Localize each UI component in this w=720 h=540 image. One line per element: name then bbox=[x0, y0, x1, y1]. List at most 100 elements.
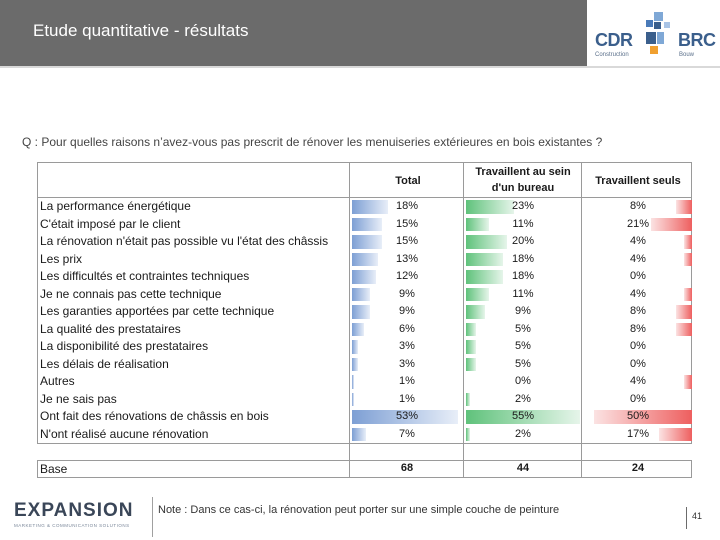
logo-cdr-text: CDR bbox=[595, 30, 633, 50]
cell-seuls: 8% bbox=[583, 198, 693, 216]
value-bureau: 0% bbox=[515, 375, 531, 387]
value-bureau: 9% bbox=[515, 305, 531, 317]
row-label: Les délais de réalisation bbox=[40, 356, 169, 371]
value-bureau: 55% bbox=[511, 410, 535, 422]
value-total: 9% bbox=[399, 305, 415, 317]
row-label: Les garanties apportées par cette techni… bbox=[40, 304, 275, 318]
bar-seuls bbox=[684, 235, 692, 249]
cell-bureau: 23% bbox=[465, 198, 581, 216]
value-total: 1% bbox=[399, 375, 415, 387]
bar-total bbox=[352, 357, 358, 371]
page-number-divider bbox=[686, 507, 687, 529]
column-divider bbox=[349, 162, 350, 478]
row-label: C'était imposé par le client bbox=[40, 216, 181, 231]
bar-total bbox=[352, 287, 370, 301]
cell-bureau: 2% bbox=[465, 391, 581, 409]
column-divider bbox=[463, 162, 464, 478]
value-bureau: 5% bbox=[515, 322, 531, 335]
header-bar: Etude quantitative - résultats bbox=[0, 0, 587, 66]
cell-total: 6% bbox=[351, 321, 463, 339]
bar-seuls bbox=[684, 252, 692, 266]
base-row: Base 68 44 24 bbox=[37, 460, 692, 478]
bar-total bbox=[352, 427, 366, 441]
cell-total: 12% bbox=[351, 268, 463, 286]
bar-bureau bbox=[466, 287, 489, 301]
value-total: 12% bbox=[395, 270, 419, 282]
value-total: 6% bbox=[399, 322, 415, 335]
row-label: Autres bbox=[40, 374, 75, 388]
row-label: N'ont réalisé aucune rénovation bbox=[40, 426, 209, 441]
table-row: Les prix 13% 18% 4% bbox=[38, 251, 693, 269]
value-total: 18% bbox=[395, 200, 419, 212]
value-total: 3% bbox=[399, 340, 415, 352]
value-bureau: 11% bbox=[512, 217, 534, 230]
expansion-brand: EXPANSION bbox=[14, 500, 134, 521]
cell-total: 1% bbox=[351, 373, 463, 391]
bar-seuls bbox=[650, 217, 692, 231]
value-bureau: 18% bbox=[511, 270, 535, 282]
cell-total: 18% bbox=[351, 198, 463, 216]
value-total: 9% bbox=[399, 287, 415, 300]
cell-seuls: 50% bbox=[583, 408, 693, 426]
cell-bureau: 5% bbox=[465, 338, 581, 356]
cell-bureau: 20% bbox=[465, 233, 581, 251]
bar-bureau bbox=[466, 200, 514, 214]
bar-bureau bbox=[466, 252, 504, 266]
value-bureau: 2% bbox=[515, 427, 531, 440]
cell-bureau: 9% bbox=[465, 303, 581, 321]
cell-seuls: 4% bbox=[583, 251, 693, 269]
survey-question: Q : Pour quelles raisons n’avez-vous pas… bbox=[22, 135, 603, 149]
row-label: Ont fait des rénovations de châssis en b… bbox=[40, 409, 269, 423]
table-row: Les délais de réalisation 3% 5% 0% bbox=[38, 356, 693, 374]
column-header-total: Total bbox=[395, 175, 421, 187]
page-number: 41 bbox=[692, 511, 703, 521]
value-total: 3% bbox=[399, 357, 415, 370]
table-row: La performance énergétique 18% 23% 8% bbox=[38, 198, 693, 216]
cell-total: 3% bbox=[351, 356, 463, 374]
bar-total bbox=[352, 375, 354, 389]
value-seuls: 17% bbox=[626, 427, 650, 440]
cell-bureau: 5% bbox=[465, 356, 581, 374]
table-row: N'ont réalisé aucune rénovation 7% 2% 17% bbox=[38, 426, 693, 444]
row-label: La rénovation n'était pas possible vu l'… bbox=[40, 234, 329, 248]
cell-total: 53% bbox=[351, 408, 463, 426]
logo-cdr-subtitle: Construction bbox=[595, 52, 629, 58]
cell-total: 9% bbox=[351, 286, 463, 304]
footer-divider bbox=[152, 497, 153, 537]
bar-seuls bbox=[593, 410, 692, 424]
value-seuls: 0% bbox=[630, 270, 646, 282]
value-bureau: 23% bbox=[511, 200, 535, 212]
expansion-tagline: MARKETING & COMMUNICATION SOLUTIONS bbox=[14, 523, 130, 528]
bar-bureau bbox=[466, 235, 508, 249]
bar-total bbox=[352, 392, 354, 406]
value-bureau: 5% bbox=[515, 357, 531, 370]
table-row: Je ne connais pas cette technique 9% 11% 4% bbox=[38, 286, 693, 304]
table-row: Autres 1% 0% 4% bbox=[38, 373, 693, 391]
logo-brc-subtitle: Bouw bbox=[679, 52, 695, 58]
value-bureau: 2% bbox=[515, 392, 531, 405]
bar-bureau bbox=[466, 392, 471, 406]
base-seuls: 24 bbox=[631, 462, 645, 474]
bar-bureau bbox=[466, 322, 477, 336]
value-seuls: 0% bbox=[630, 357, 646, 370]
bar-bureau bbox=[466, 357, 477, 371]
value-seuls: 0% bbox=[630, 392, 646, 405]
value-total: 15% bbox=[395, 217, 419, 230]
cell-total: 1% bbox=[351, 391, 463, 409]
bar-seuls bbox=[684, 287, 692, 301]
bar-total bbox=[352, 322, 364, 336]
bar-bureau bbox=[466, 340, 477, 354]
value-seuls: 8% bbox=[630, 305, 646, 317]
bar-bureau bbox=[466, 217, 489, 231]
cell-total: 13% bbox=[351, 251, 463, 269]
bar-total bbox=[352, 252, 378, 266]
value-seuls: 8% bbox=[630, 200, 646, 212]
value-seuls: 4% bbox=[630, 235, 646, 247]
bar-bureau bbox=[466, 305, 485, 319]
table-row: La qualité des prestataires 6% 5% 8% bbox=[38, 321, 693, 339]
cdr-brc-logo-mark-icon bbox=[646, 12, 670, 54]
bar-total bbox=[352, 305, 370, 319]
row-label: Je ne sais pas bbox=[40, 391, 117, 406]
cell-seuls: 4% bbox=[583, 373, 693, 391]
header-divider bbox=[0, 66, 720, 68]
